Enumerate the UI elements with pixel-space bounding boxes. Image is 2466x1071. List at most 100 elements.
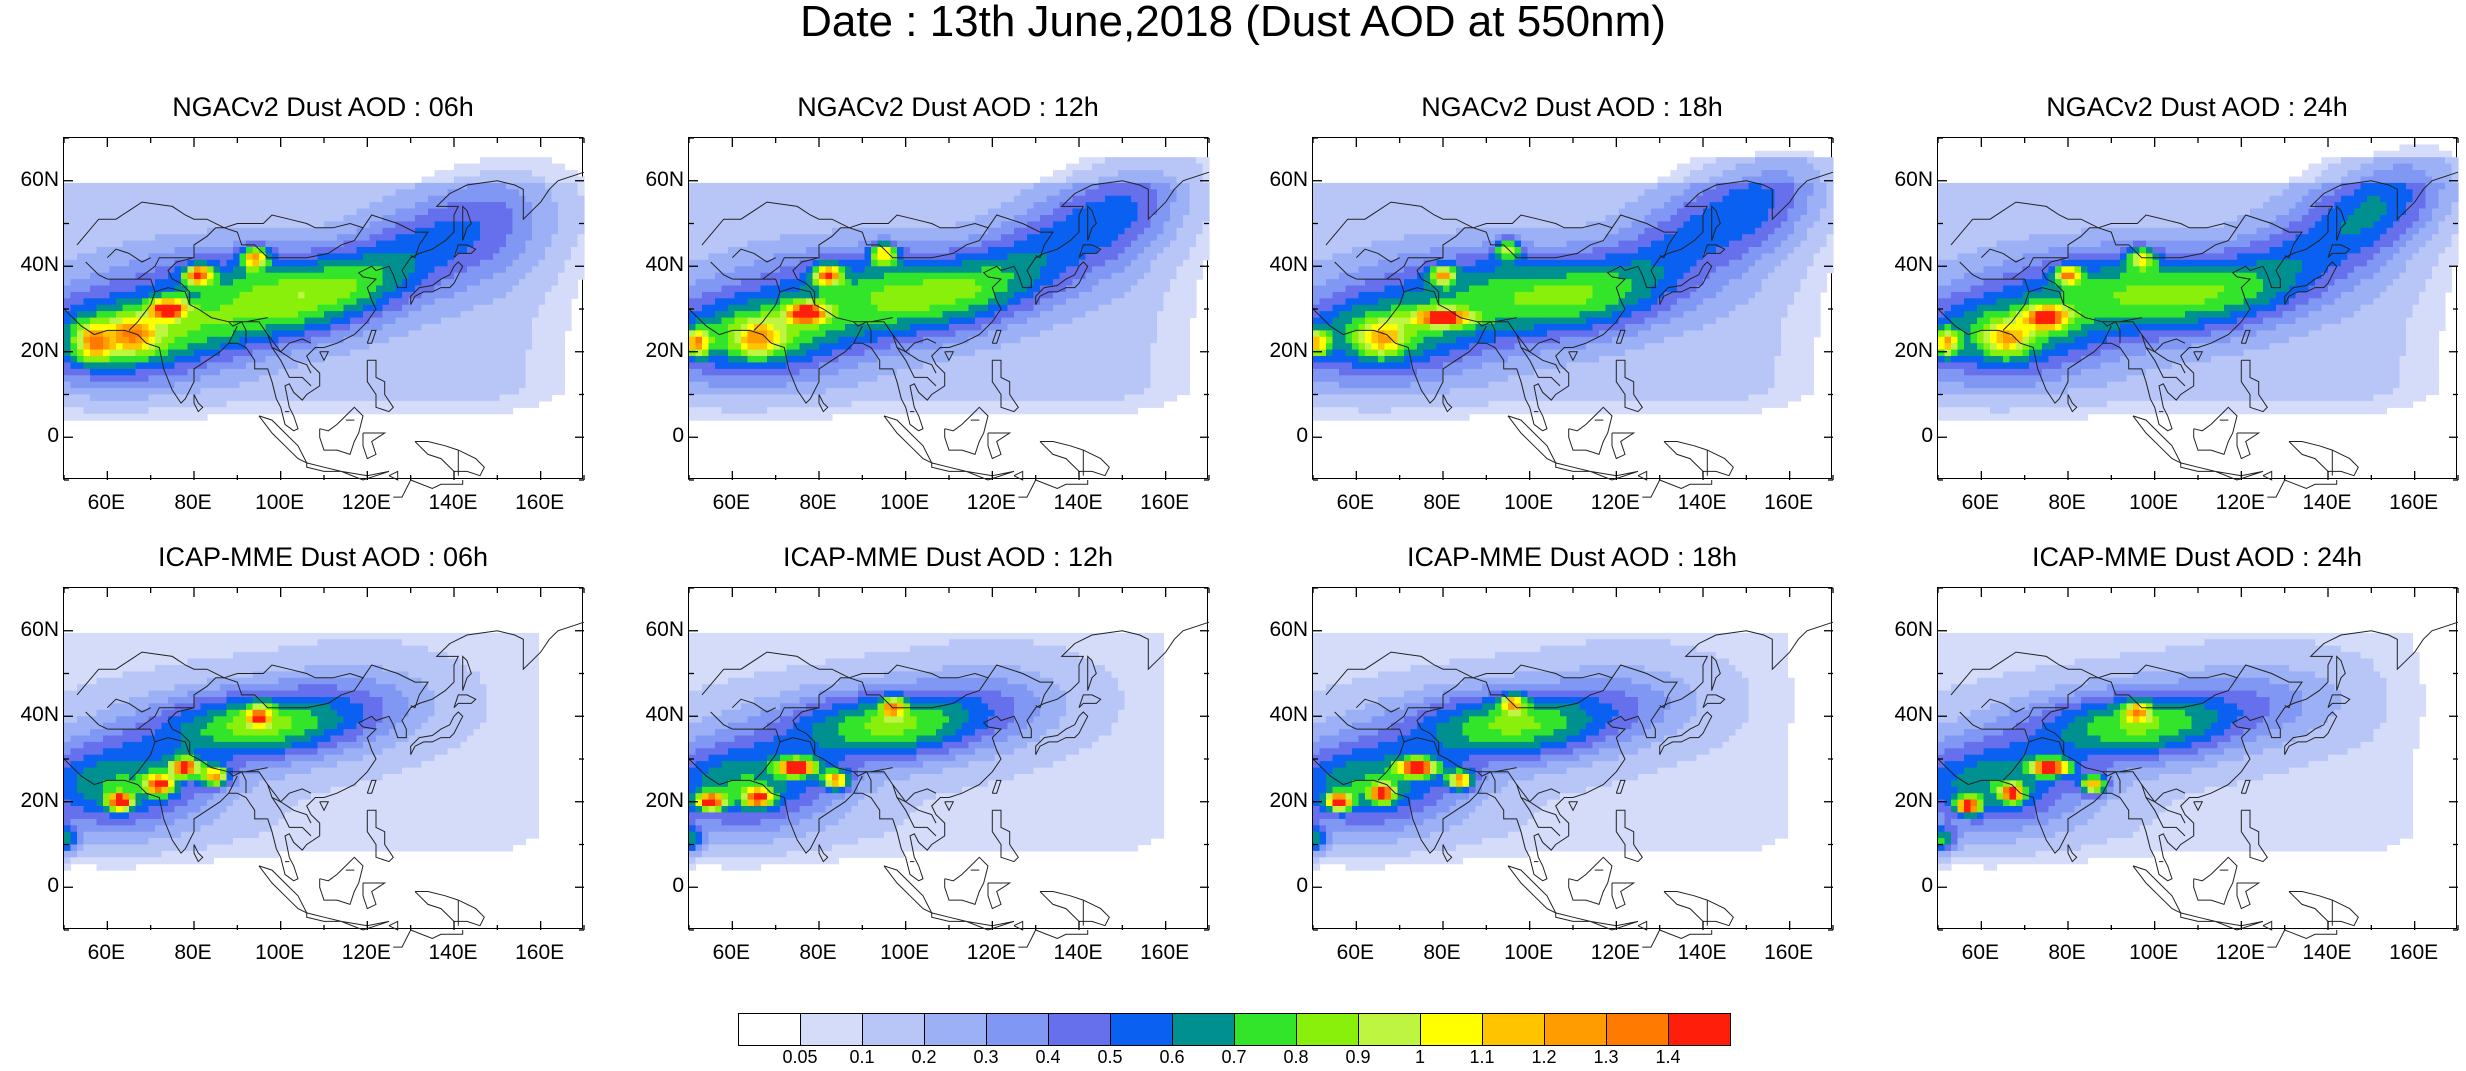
- lat-tick-label: 20N: [645, 338, 684, 362]
- aod-field: [64, 632, 540, 871]
- aod-field: [689, 157, 1210, 421]
- panel-title: ICAP-MME Dust AOD : 18h: [1406, 542, 1738, 572]
- colorbar-swatch: [862, 1013, 925, 1046]
- lon-tick-label: 120E: [341, 941, 391, 964]
- colorbar-swatch: [1172, 1013, 1235, 1046]
- lon-tick-label: 60E: [87, 941, 126, 964]
- colorbar-label: 0.8: [1283, 1047, 1309, 1067]
- lat-tick-label: 20N: [1894, 338, 1933, 362]
- lat-tick-label: 60N: [1894, 167, 1933, 191]
- colorbar-label: 0.9: [1345, 1047, 1371, 1067]
- lon-tick-label: 80E: [2048, 491, 2086, 514]
- map-panel: [1937, 587, 2459, 948]
- map-panel: [1312, 587, 1834, 948]
- colorbar-swatch: [1420, 1013, 1483, 1046]
- colorbar-label: 1.3: [1593, 1047, 1619, 1067]
- lon-tick-label: 60E: [87, 491, 126, 514]
- lon-tick-label: 80E: [1423, 941, 1461, 964]
- map-panel: [688, 137, 1210, 498]
- lat-tick-label: 0: [1296, 424, 1308, 448]
- lat-tick-label: 40N: [1269, 253, 1308, 277]
- lon-tick-label: 100E: [255, 491, 305, 514]
- lat-tick-label: 20N: [1269, 338, 1308, 362]
- lon-tick-label: 80E: [174, 941, 212, 964]
- axis-ticks: [1937, 587, 2459, 931]
- lon-tick-label: 140E: [1053, 941, 1103, 964]
- axis-ticks: [1937, 137, 2459, 481]
- main-title: Date : 13th June,2018 (Dust AOD at 550nm…: [800, 0, 1666, 46]
- coastlines: [688, 171, 1210, 498]
- aod-map: [1312, 587, 1834, 948]
- lon-tick-label: 100E: [2129, 491, 2179, 514]
- colorbar-swatch: [800, 1013, 863, 1046]
- aod-map: [1937, 137, 2459, 498]
- lat-tick-label: 60N: [20, 167, 59, 191]
- lon-tick-label: 160E: [1140, 491, 1190, 514]
- lon-tick-label: 140E: [2302, 491, 2352, 514]
- lon-tick-label: 60E: [712, 491, 751, 514]
- colorbar-label: 0.5: [1097, 1047, 1123, 1067]
- colorbar-swatch: [1110, 1013, 1173, 1046]
- axis-ticks: [63, 587, 585, 931]
- panel-title: NGACv2 Dust AOD : 24h: [2046, 92, 2348, 122]
- lon-tick-label: 160E: [515, 491, 565, 514]
- lon-tick-label: 80E: [174, 491, 212, 514]
- lon-tick-label: 160E: [1764, 491, 1814, 514]
- lon-tick-label: 120E: [1590, 941, 1640, 964]
- lon-tick-label: 120E: [2215, 491, 2265, 514]
- lat-tick-label: 60N: [1269, 167, 1308, 191]
- colorbar-swatch: [1668, 1013, 1731, 1046]
- coastlines: [1937, 621, 2459, 948]
- lat-tick-label: 40N: [1894, 703, 1933, 727]
- lat-tick-label: 0: [672, 424, 684, 448]
- lon-tick-label: 60E: [1336, 491, 1375, 514]
- lat-tick-label: 0: [47, 874, 59, 898]
- lat-tick-label: 20N: [20, 788, 59, 812]
- panel-title: NGACv2 Dust AOD : 18h: [1421, 92, 1723, 122]
- axis-ticks: [688, 587, 1210, 931]
- lat-tick-label: 0: [1921, 874, 1933, 898]
- colorbar-swatch: [986, 1013, 1049, 1046]
- colorbar-swatch: [1048, 1013, 1111, 1046]
- colorbar-swatch: [1234, 1013, 1297, 1046]
- lat-tick-label: 20N: [645, 788, 684, 812]
- aod-map: [688, 587, 1210, 948]
- panel-title: ICAP-MME Dust AOD : 24h: [2031, 542, 2363, 572]
- colorbar-swatch: [1482, 1013, 1545, 1046]
- panel-title: ICAP-MME Dust AOD : 06h: [157, 542, 489, 572]
- lat-tick-label: 60N: [645, 167, 684, 191]
- coastlines: [1312, 171, 1834, 498]
- axis-ticks: [1312, 587, 1834, 931]
- lat-tick-label: 40N: [20, 253, 59, 277]
- lon-tick-label: 120E: [966, 491, 1016, 514]
- lat-tick-label: 0: [672, 874, 684, 898]
- map-panel: [1312, 137, 1834, 498]
- colorbar-label: 0.4: [1035, 1047, 1061, 1067]
- colorbar-swatch: [1606, 1013, 1669, 1046]
- lon-tick-label: 100E: [1504, 491, 1554, 514]
- colorbar-label: 0.05: [782, 1047, 818, 1067]
- lon-tick-label: 140E: [1677, 941, 1727, 964]
- lat-tick-label: 0: [47, 424, 59, 448]
- lat-tick-label: 40N: [20, 703, 59, 727]
- colorbar-label: 0.7: [1221, 1047, 1247, 1067]
- map-panel: [688, 587, 1210, 948]
- lat-tick-label: 40N: [645, 703, 684, 727]
- colorbar-label: 0.1: [849, 1047, 875, 1067]
- lat-tick-label: 40N: [645, 253, 684, 277]
- lat-tick-label: 20N: [1269, 788, 1308, 812]
- lon-tick-label: 60E: [1961, 491, 2000, 514]
- lon-tick-label: 160E: [515, 941, 565, 964]
- lon-tick-label: 100E: [1504, 941, 1554, 964]
- lon-tick-label: 160E: [2389, 491, 2439, 514]
- lat-tick-label: 40N: [1269, 703, 1308, 727]
- lon-tick-label: 60E: [712, 941, 751, 964]
- coastlines: [1937, 171, 2459, 498]
- lat-tick-label: 20N: [20, 338, 59, 362]
- axis-ticks: [688, 137, 1210, 481]
- axis-ticks: [1312, 137, 1834, 481]
- colorbar-label: 0.6: [1159, 1047, 1185, 1067]
- lat-tick-label: 60N: [1269, 617, 1308, 641]
- lon-tick-label: 100E: [2129, 941, 2179, 964]
- lon-tick-label: 80E: [1423, 491, 1461, 514]
